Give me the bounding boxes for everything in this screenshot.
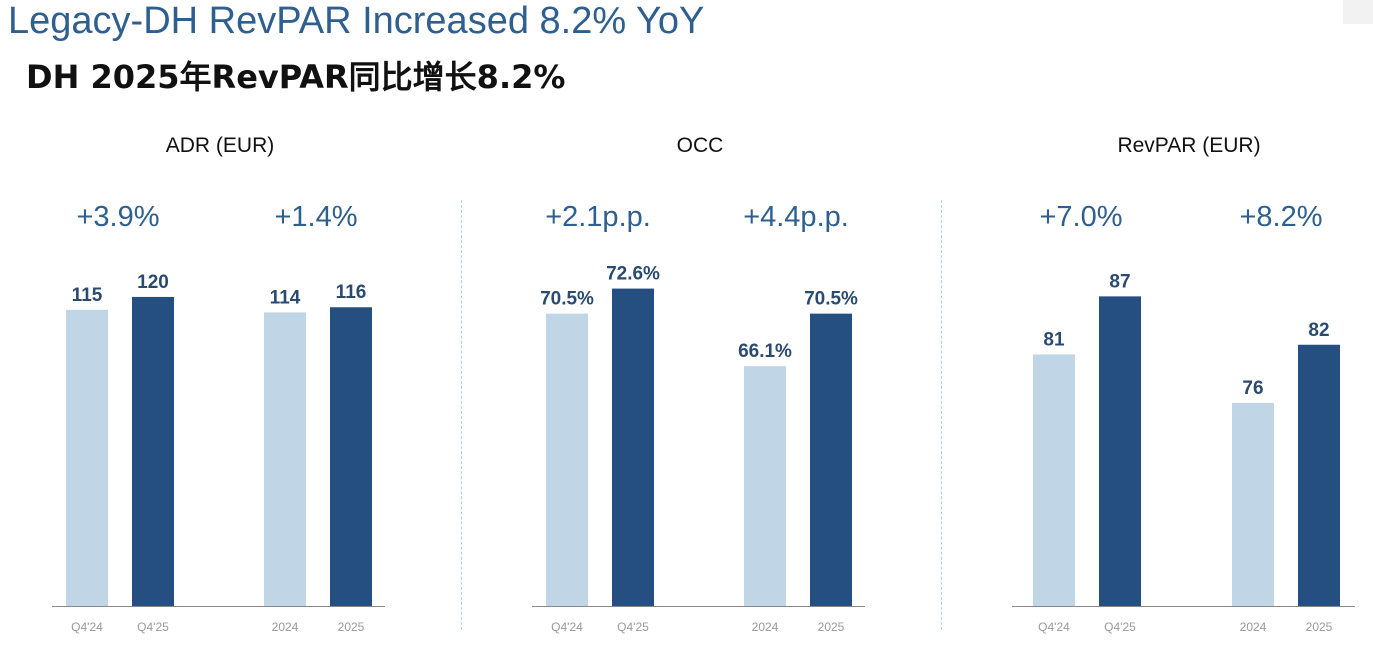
page-subtitle: DH 2025年RevPAR同比增长8.2%	[26, 58, 566, 96]
bar-value-label: 70.5%	[804, 289, 858, 310]
bar	[612, 288, 654, 606]
bar-value-label: 87	[1109, 271, 1130, 292]
x-tick-label: 2025	[818, 620, 845, 634]
growth-label: +1.4%	[274, 201, 357, 233]
bar-value-label: 120	[137, 272, 169, 293]
panel-divider-2	[941, 200, 942, 630]
bar	[1099, 296, 1141, 606]
bar-value-label: 70.5%	[540, 289, 594, 310]
chart-title: OCC	[677, 134, 724, 157]
x-tick-label: Q4'24	[551, 620, 583, 634]
bar-value-label: 116	[336, 282, 367, 303]
x-tick-label: Q4'24	[71, 620, 103, 634]
x-tick-label: Q4'25	[1104, 620, 1136, 634]
x-tick-label: 2024	[752, 620, 779, 634]
bar-value-label: 76	[1242, 378, 1263, 399]
bar-value-label: 114	[270, 287, 301, 308]
x-tick-label: Q4'24	[1038, 620, 1070, 634]
bar-value-label: 72.6%	[606, 264, 660, 285]
bar-value-label: 115	[72, 285, 103, 306]
bar-value-label: 81	[1043, 329, 1065, 350]
bar-value-label: 82	[1308, 320, 1329, 341]
x-tick-label: 2025	[338, 620, 365, 634]
bar	[1298, 344, 1340, 606]
x-tick-label: Q4'25	[617, 620, 649, 634]
growth-label: +8.2%	[1239, 201, 1322, 233]
chart-title: ADR (EUR)	[166, 134, 275, 157]
growth-label: +2.1p.p.	[545, 201, 651, 233]
bar	[330, 307, 372, 606]
bar	[66, 309, 108, 606]
bar-value-label: 66.1%	[738, 341, 792, 362]
x-tick-label: 2024	[272, 620, 299, 634]
growth-label: +4.4p.p.	[743, 201, 849, 233]
x-tick-label: 2024	[1240, 620, 1267, 634]
growth-label: +7.0%	[1039, 201, 1122, 233]
bar	[810, 313, 852, 606]
bar	[546, 313, 588, 606]
bar	[744, 366, 786, 606]
panel-divider-1	[461, 200, 462, 630]
corner-decoration	[1343, 0, 1373, 24]
growth-label: +3.9%	[76, 201, 159, 233]
bar	[132, 296, 174, 606]
x-tick-label: 2025	[1306, 620, 1333, 634]
bar	[1033, 354, 1075, 606]
x-tick-label: Q4'25	[137, 620, 169, 634]
page-title: Legacy-DH RevPAR Increased 8.2% YoY	[8, 0, 705, 42]
bar	[1232, 402, 1274, 606]
chart-title: RevPAR (EUR)	[1117, 134, 1260, 157]
bar	[264, 312, 306, 606]
